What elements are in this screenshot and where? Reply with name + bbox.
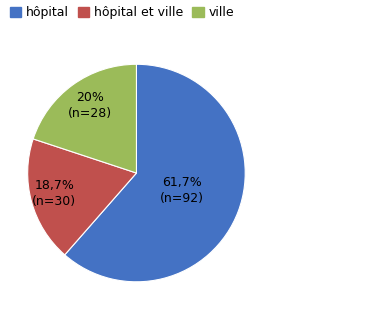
Text: 18,7%
(n=30): 18,7% (n=30): [32, 180, 76, 208]
Wedge shape: [28, 139, 136, 255]
Text: 20%
(n=28): 20% (n=28): [68, 91, 112, 121]
Text: 61,7%
(n=92): 61,7% (n=92): [160, 176, 204, 205]
Legend: hôpital, hôpital et ville, ville: hôpital, hôpital et ville, ville: [10, 6, 234, 19]
Wedge shape: [65, 64, 245, 282]
Wedge shape: [33, 64, 136, 173]
